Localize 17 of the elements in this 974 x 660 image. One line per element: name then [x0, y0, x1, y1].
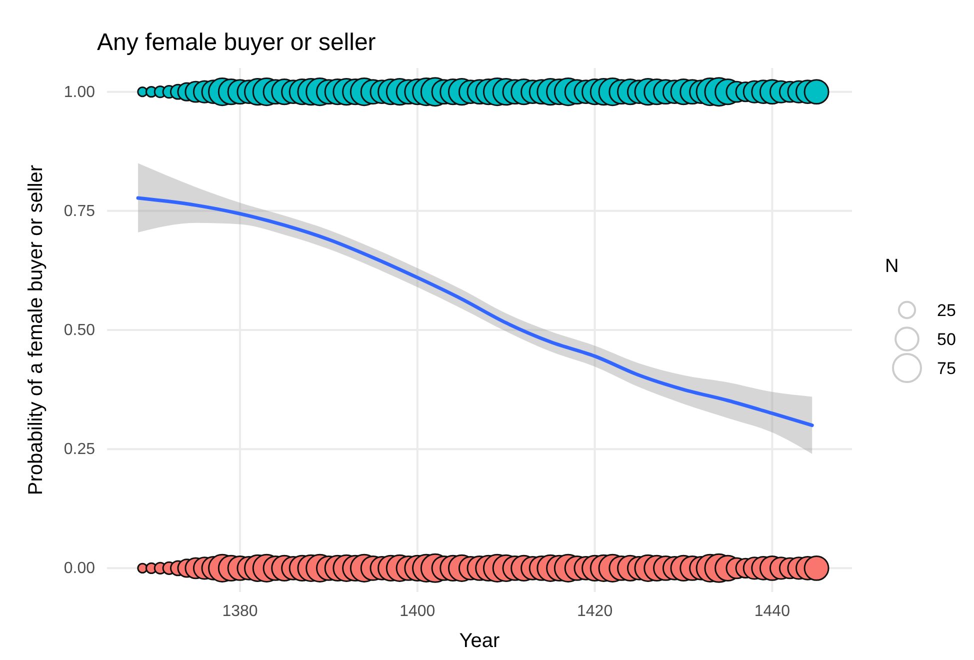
x-axis-title: Year [459, 630, 500, 652]
legend-label: 25 [937, 301, 956, 320]
y-axis-title: Probability of a female buyer or seller [25, 164, 47, 496]
chart-title: Any female buyer or seller [97, 29, 376, 56]
x-tick-label: 1400 [400, 603, 436, 620]
x-tick-label: 1420 [577, 603, 613, 620]
legend-title: N [885, 256, 899, 277]
y-tick-label: 0.25 [64, 441, 96, 458]
y-tick-label: 0.50 [64, 322, 96, 339]
legend-label: 50 [937, 330, 956, 349]
x-tick-label: 1440 [754, 603, 790, 620]
x-tick-label: 1380 [222, 603, 258, 620]
line-series [136, 196, 814, 428]
y-tick-label: 0.00 [64, 560, 96, 578]
y-tick-label: 1.00 [64, 84, 96, 101]
y-tick-label: 0.75 [64, 202, 96, 220]
legend-label: 75 [937, 359, 956, 378]
